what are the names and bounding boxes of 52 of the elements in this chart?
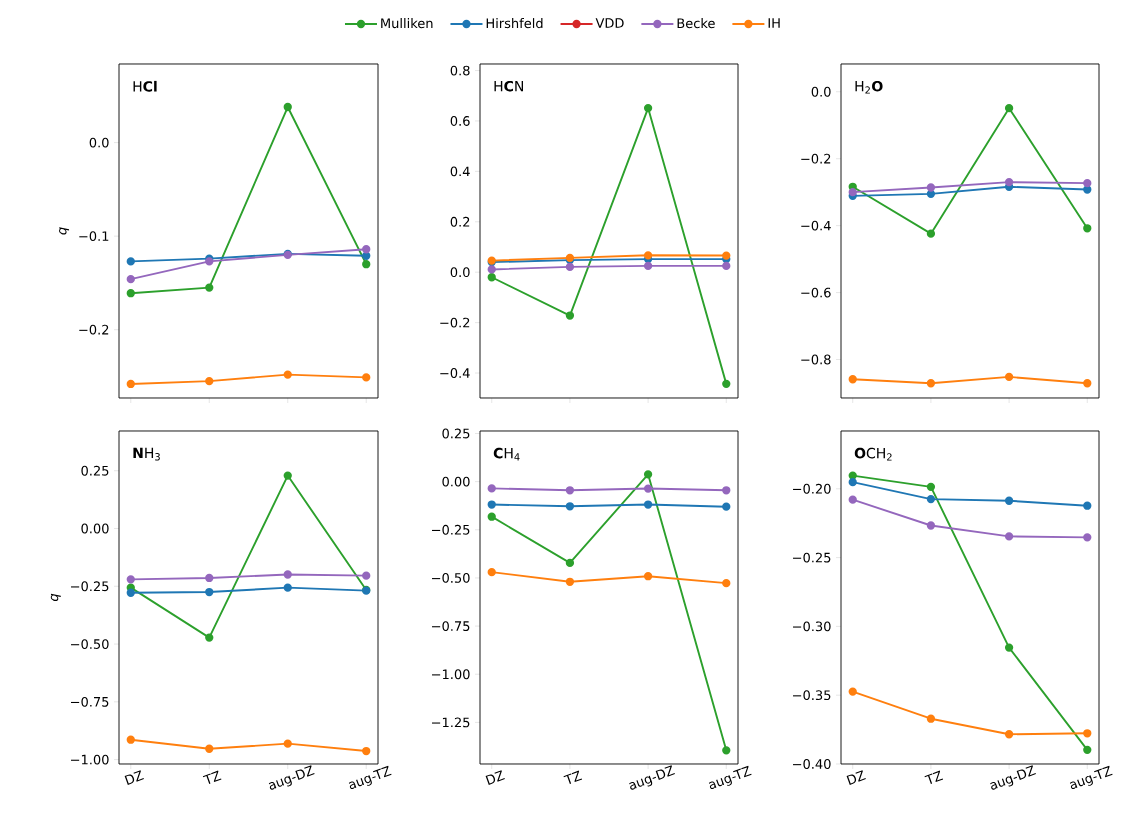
x-tick-label: TZ [563, 770, 583, 784]
y-tick-label: −0.35 [793, 690, 831, 701]
y-tick-label: −0.4 [440, 368, 470, 378]
legend-label: IH [768, 18, 780, 28]
y-tick-label: −0.20 [793, 483, 831, 494]
y-axis-title: q [50, 593, 61, 602]
legend-label: Mulliken [381, 18, 433, 29]
x-tick-label: DZ [124, 770, 144, 785]
y-tick-label: −0.40 [793, 759, 831, 769]
y-tick-label: −0.75 [432, 621, 470, 632]
y-tick-label: 0.25 [81, 465, 109, 476]
text: NH$_{3}$ [133, 447, 160, 461]
y-tick-label: 0.00 [81, 523, 109, 534]
x-tick-label: DZ [846, 770, 866, 785]
y-tick-label: −0.2 [79, 324, 109, 335]
y-tick-label: −0.6 [801, 287, 831, 298]
y-tick-label: 0.8 [450, 65, 470, 76]
legend-label: Becke [677, 18, 715, 29]
y-tick-label: −0.50 [432, 573, 470, 583]
y-tick-label: 0.0 [450, 267, 470, 278]
y-tick-label: −0.2 [801, 153, 831, 164]
legend-label: Hirshfeld [486, 18, 543, 29]
y-tick-label: −0.8 [801, 354, 831, 365]
y-tick-label: −0.25 [793, 552, 831, 563]
y-tick-label: 0.0 [89, 137, 109, 148]
y-tick-label: 0.00 [442, 476, 470, 487]
legend-label: VDD [595, 18, 624, 28]
text: H$_{2}$O [855, 80, 883, 94]
y-tick-label: 0.4 [450, 166, 470, 177]
y-tick-label: 0.0 [811, 86, 831, 97]
y-tick-label: 0.25 [442, 428, 470, 439]
x-tick-label: DZ [485, 770, 505, 785]
y-tick-label: −0.25 [432, 524, 470, 535]
y-tick-label: −0.1 [79, 231, 109, 242]
y-tick-label: −0.25 [71, 581, 109, 592]
y-tick-label: −0.50 [71, 639, 109, 649]
y-tick-label: −0.2 [440, 317, 470, 328]
y-tick-label: −0.4 [801, 220, 831, 231]
y-tick-label: −0.30 [793, 621, 831, 632]
y-tick-label: 0.6 [450, 116, 470, 126]
text: OCH$_{2}$ [854, 447, 892, 461]
y-tick-label: −1.25 [432, 717, 470, 728]
text: CH$_{4}$ [493, 447, 520, 461]
y-tick-label: −1.00 [71, 754, 109, 765]
x-tick-label: TZ [924, 770, 944, 784]
text: HCN [494, 80, 524, 92]
y-tick-label: 0.2 [450, 216, 470, 227]
x-tick-label: TZ [202, 770, 222, 784]
y-tick-label: −1.00 [432, 669, 470, 680]
y-axis-title: q [59, 227, 70, 235]
y-tick-label: −0.75 [71, 696, 109, 707]
text: HCl [133, 80, 157, 92]
